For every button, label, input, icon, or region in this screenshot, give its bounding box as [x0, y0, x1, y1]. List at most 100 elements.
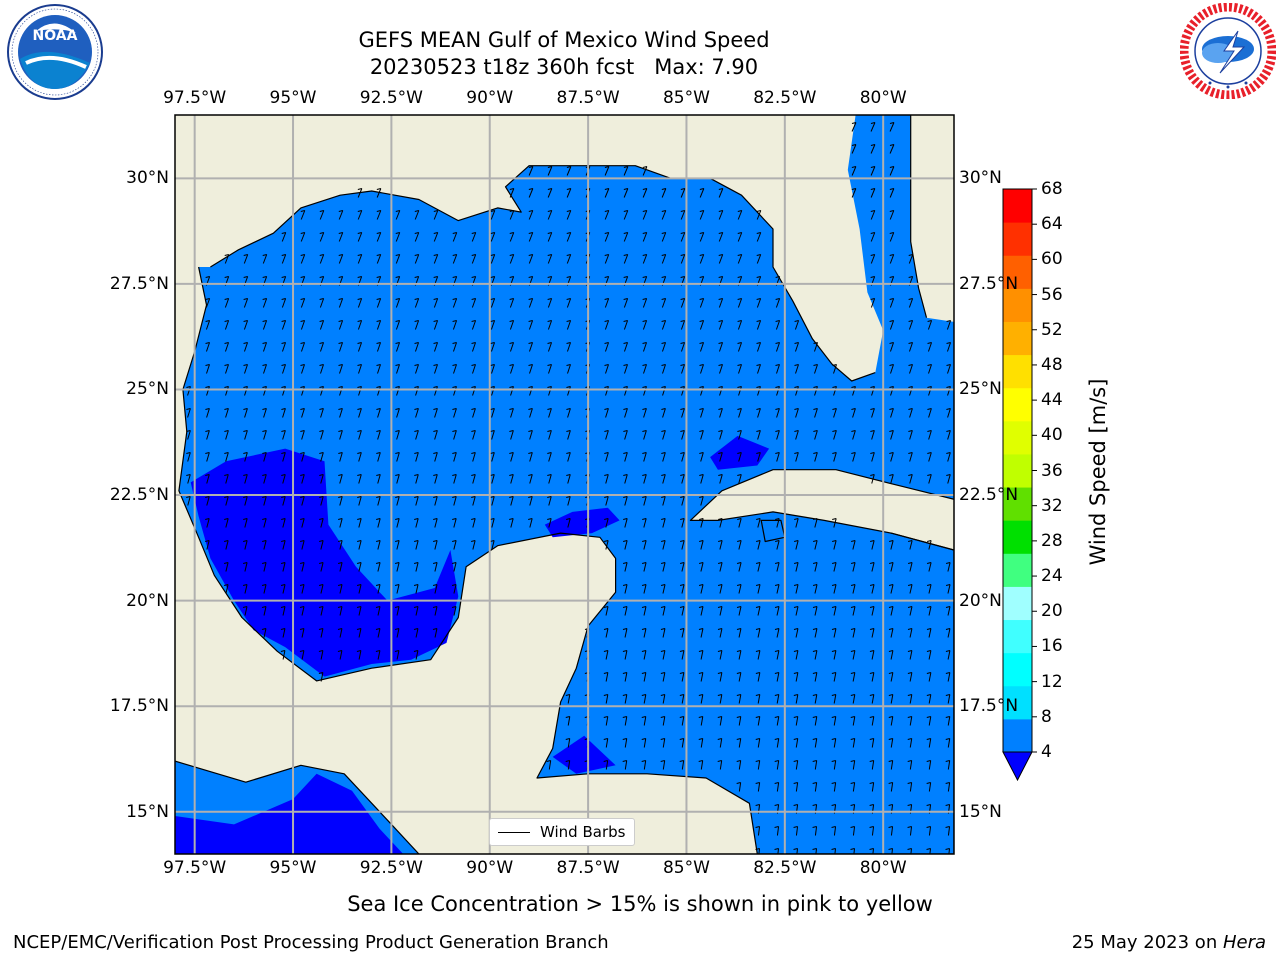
- wind-barb-flag: [680, 430, 685, 432]
- wind-barb: [528, 166, 534, 176]
- wind-barb-flag: [604, 298, 609, 300]
- wind-barb-flag: [832, 408, 837, 410]
- wind-barb-flag: [413, 606, 419, 608]
- wind-barb: [566, 232, 572, 242]
- wind-barb-flag: [338, 254, 343, 256]
- wind-barb: [567, 364, 571, 374]
- wind-barb-flag: [870, 232, 875, 234]
- wind-barb: [642, 232, 648, 242]
- wind-barb: [890, 584, 894, 594]
- wind-barb: [833, 408, 837, 418]
- wind-barb-flag: [186, 408, 191, 410]
- wind-barb-flag: [243, 408, 248, 410]
- wind-barb: [814, 562, 818, 572]
- wind-barb: [756, 254, 762, 264]
- wind-barb-flag: [831, 848, 836, 850]
- wind-barb: [490, 254, 496, 264]
- wind-barb: [567, 496, 571, 506]
- wind-barb: [699, 320, 705, 330]
- wind-barb-flag: [737, 540, 742, 542]
- wind-barb-flag: [319, 408, 324, 410]
- wind-barb-flag: [851, 166, 857, 168]
- wind-barb: [605, 408, 609, 418]
- wind-barb-flag: [679, 716, 684, 718]
- colorbar-segment: [1003, 387, 1032, 422]
- wind-barb-flag: [319, 342, 324, 344]
- wind-barb: [548, 496, 552, 506]
- wind-barb-flag: [319, 364, 324, 366]
- wind-barb: [776, 364, 780, 374]
- wind-barb: [642, 320, 648, 330]
- wind-barb-flag: [357, 518, 362, 520]
- wind-barb-flag: [243, 386, 248, 388]
- wind-barb: [889, 144, 895, 154]
- wind-barb: [205, 298, 211, 308]
- wind-barb-flag: [908, 320, 913, 322]
- wind-barb-flag: [262, 254, 267, 256]
- wind-barb-flag: [299, 584, 305, 586]
- wind-barb-flag: [318, 606, 324, 608]
- wind-barb-flag: [888, 848, 893, 850]
- wind-barb-flag: [357, 342, 362, 344]
- wind-barb: [263, 518, 267, 528]
- wind-barb-flag: [699, 342, 704, 344]
- wind-barb-flag: [490, 210, 495, 212]
- colorbar-tick-label: 44: [1041, 390, 1063, 411]
- wind-barb: [263, 606, 267, 616]
- wind-barb: [890, 408, 894, 418]
- wind-barb: [947, 628, 951, 638]
- wind-barb-flag: [680, 496, 685, 498]
- wind-barb-flag: [870, 540, 875, 542]
- wind-barb-flag: [394, 562, 400, 564]
- wind-barb: [795, 408, 799, 418]
- colorbar-label: Wind Speed [m/s]: [1086, 378, 1110, 566]
- wind-barb: [604, 232, 610, 242]
- wind-barb: [377, 408, 381, 418]
- wind-barb-flag: [794, 408, 799, 410]
- wind-barb-flag: [414, 408, 419, 410]
- wind-barb-flag: [775, 364, 780, 366]
- wind-barb: [377, 364, 381, 374]
- wind-barb: [605, 738, 609, 748]
- colorbar-segment: [1003, 321, 1032, 356]
- wind-barb: [623, 210, 629, 220]
- wind-barb-flag: [528, 188, 533, 190]
- wind-barb-flag: [813, 540, 818, 542]
- wind-barb-flag: [490, 386, 495, 388]
- wind-barb-flag: [566, 232, 571, 234]
- wind-barb: [719, 452, 723, 462]
- wind-barb: [700, 518, 704, 528]
- wind-barb-flag: [888, 584, 894, 586]
- wind-barb-flag: [509, 298, 514, 300]
- wind-barb: [320, 628, 324, 638]
- wind-barb-flag: [926, 606, 932, 608]
- wind-barb-flag: [186, 474, 191, 476]
- wind-barb: [567, 474, 571, 484]
- wind-barb-flag: [375, 628, 381, 630]
- wind-barb-flag: [660, 716, 665, 718]
- wind-barb: [700, 386, 704, 396]
- wind-barb: [681, 672, 685, 682]
- wind-barb: [567, 518, 571, 528]
- wind-barb-flag: [604, 232, 609, 234]
- wind-barb: [757, 628, 761, 638]
- wind-barb: [376, 254, 382, 264]
- wind-barb-flag: [945, 826, 950, 828]
- wind-barb: [871, 650, 875, 660]
- wind-barb: [225, 518, 229, 528]
- wind-barb: [929, 848, 932, 854]
- wind-barb-flag: [888, 672, 893, 674]
- wind-barb-flag: [660, 694, 665, 696]
- wind-barb-flag: [300, 298, 305, 300]
- wind-barb: [320, 496, 324, 506]
- wind-barb-flag: [946, 320, 951, 322]
- wind-barb-flag: [242, 562, 248, 564]
- wind-barb-flag: [718, 364, 723, 366]
- wind-barb: [814, 540, 818, 550]
- wind-barb-flag: [850, 584, 856, 586]
- wind-barb-flag: [756, 386, 761, 388]
- wind-barb: [661, 254, 667, 264]
- wind-barb: [320, 650, 324, 660]
- wind-barb: [415, 606, 419, 616]
- wind-barb-flag: [869, 804, 874, 806]
